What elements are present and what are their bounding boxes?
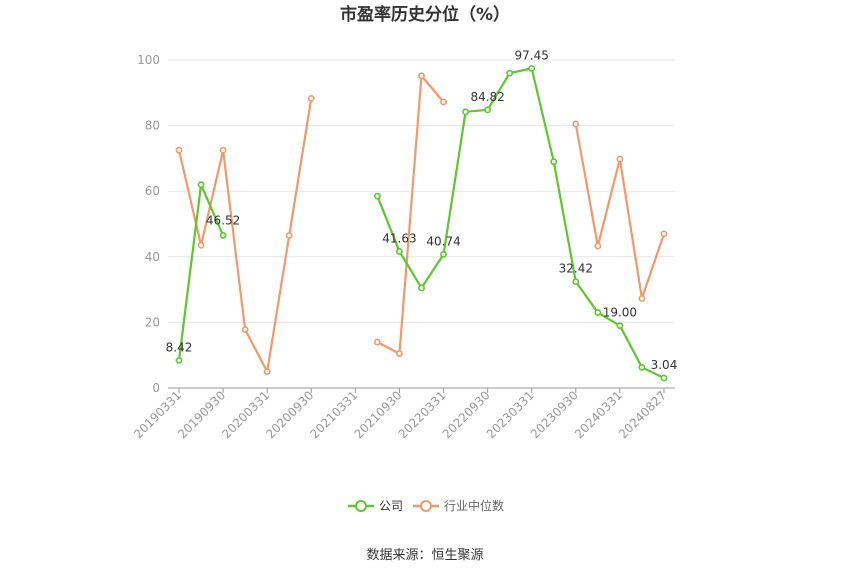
series-company: [175, 64, 668, 382]
y-tick-label: 60: [145, 184, 160, 198]
data-point: [307, 94, 315, 102]
y-tick-label: 80: [145, 119, 160, 133]
data-point: [418, 284, 425, 292]
legend-item-company[interactable]: 公司: [348, 499, 403, 513]
chart-title: 市盈率历史分位（%）: [340, 4, 510, 25]
y-tick-label: 40: [145, 250, 160, 264]
data-label: 3.04: [651, 358, 678, 372]
data-point: [285, 232, 293, 239]
data-point: [528, 64, 536, 72]
x-axis: 2019033120190930202003312020093020210331…: [131, 387, 675, 441]
data-point: [197, 181, 205, 189]
data-point: [550, 158, 558, 166]
data-point: [616, 322, 624, 330]
data-point: [175, 356, 183, 364]
data-label: 8.42: [166, 340, 193, 354]
data-point: [572, 120, 580, 128]
legend[interactable]: 公司 行业中位数: [348, 498, 504, 513]
series-line: [376, 74, 445, 355]
y-tick-label: 0: [152, 381, 160, 395]
data-label: 41.63: [382, 231, 416, 245]
series-layer: [175, 64, 668, 382]
data-point: [440, 98, 447, 106]
legend-item-industry[interactable]: 行业中位数: [413, 498, 504, 513]
data-point: [374, 192, 381, 200]
data-point: [197, 241, 205, 249]
series-industry-median: [175, 72, 668, 375]
data-point: [638, 295, 646, 302]
y-tick-label: 100: [137, 53, 160, 67]
data-label: 84.82: [470, 90, 504, 104]
data-label: 46.52: [206, 213, 240, 227]
data-point: [219, 232, 227, 239]
data-point: [462, 108, 469, 116]
data-point: [484, 106, 492, 114]
series-line: [177, 183, 225, 361]
y-axis: 0 20 40 60 80 100: [137, 53, 160, 395]
data-point: [241, 326, 249, 334]
data-point: [418, 72, 425, 80]
data-labels: 8.42 46.52 41.63 40.74 84.82 97.45 32.42 19.00 3…: [166, 48, 678, 372]
legend-marker-industry: [420, 500, 432, 512]
legend-marker-company: [355, 500, 367, 512]
data-label: 97.45: [515, 48, 549, 62]
data-point: [374, 338, 381, 346]
data-label: 32.42: [559, 262, 593, 276]
source-note: 数据来源：恒生聚源: [366, 548, 483, 563]
data-point: [660, 230, 668, 238]
data-label: 19.00: [603, 306, 637, 320]
data-point: [396, 350, 403, 357]
data-point: [506, 69, 514, 77]
x-tick-label: 20240827: [616, 388, 669, 441]
data-point: [396, 248, 403, 255]
data-point: [440, 250, 447, 258]
data-point: [594, 242, 602, 250]
data-label: 40.74: [426, 234, 460, 248]
legend-label-company: 公司: [379, 499, 403, 513]
legend-label-industry: 行业中位数: [444, 498, 504, 513]
series-line: [376, 67, 665, 380]
data-point: [263, 368, 271, 375]
data-point: [660, 374, 668, 382]
data-point: [219, 146, 227, 154]
data-point: [594, 309, 602, 316]
y-tick-label: 20: [145, 315, 160, 329]
data-point: [616, 155, 624, 163]
grid: [168, 59, 675, 323]
data-point: [572, 278, 580, 286]
data-point: [175, 146, 183, 154]
data-point: [638, 363, 646, 371]
